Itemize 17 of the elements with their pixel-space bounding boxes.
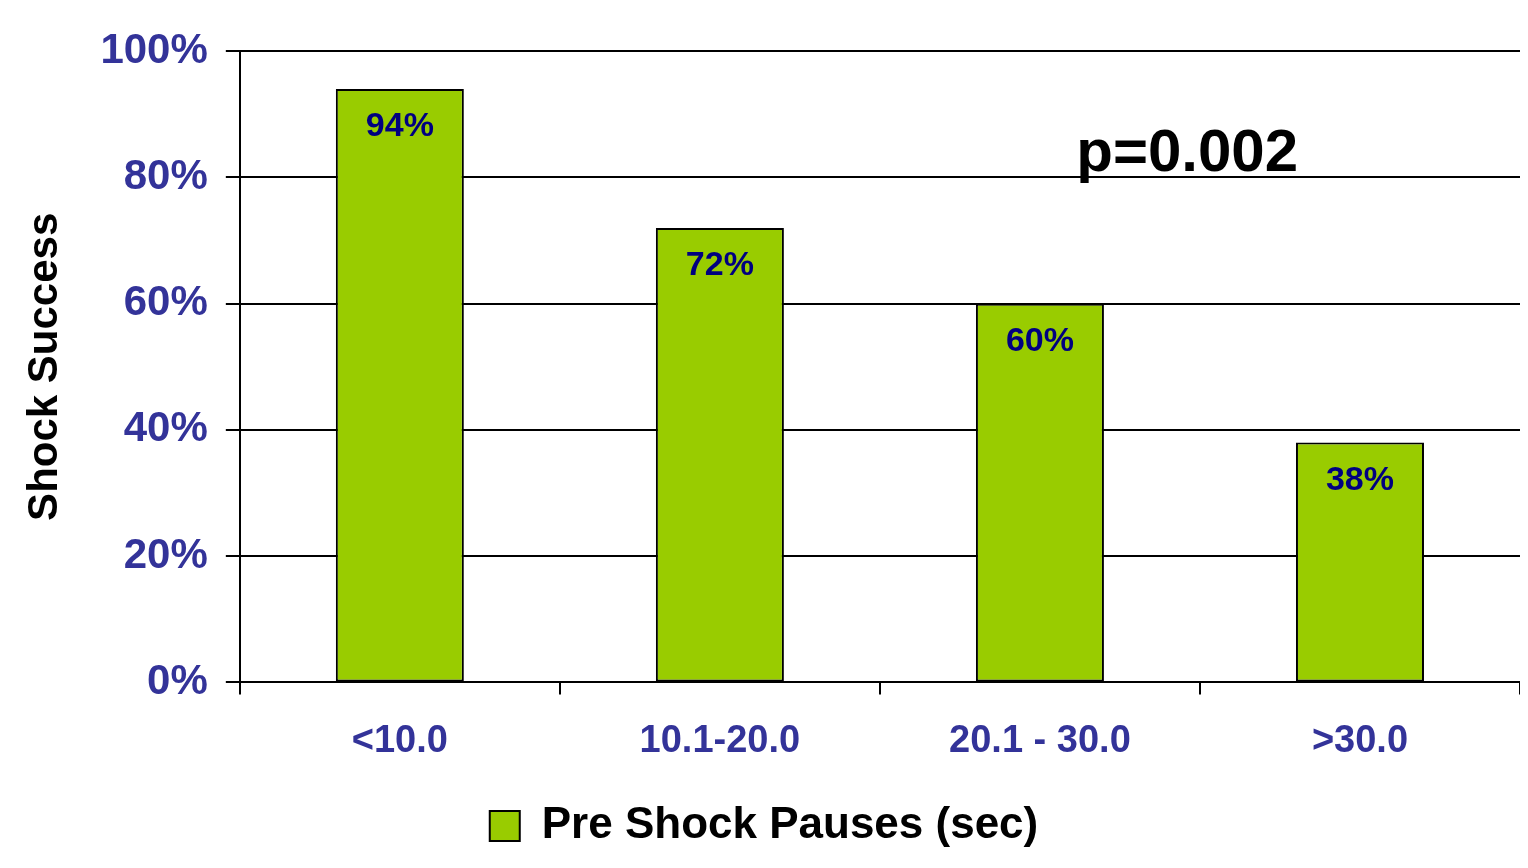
data-label: 38% <box>1325 458 1395 497</box>
annotation: p=0.002 <box>1076 116 1299 184</box>
data-label: 94% <box>365 105 434 144</box>
x-tick-label: >30.0 <box>1311 717 1409 760</box>
x-tick-label: <10.0 <box>351 717 448 760</box>
legend-label: Pre Shock Pauses (sec) <box>541 798 1039 848</box>
y-tick-label: 60% <box>123 277 208 325</box>
x-tick-label: 10.1-20.0 <box>639 717 801 760</box>
x-tick-label: 20.1 - 30.0 <box>949 717 1131 760</box>
y-tick-label: 20% <box>123 529 208 577</box>
data-label: 72% <box>685 244 754 283</box>
data-label: 60% <box>1005 320 1074 359</box>
y-tick-label: 100% <box>100 24 208 72</box>
y-tick-label: 40% <box>123 403 208 451</box>
y-axis-title: Shock Success <box>18 212 66 521</box>
y-tick-label: 0% <box>147 655 208 703</box>
y-tick-label: 80% <box>123 151 208 199</box>
